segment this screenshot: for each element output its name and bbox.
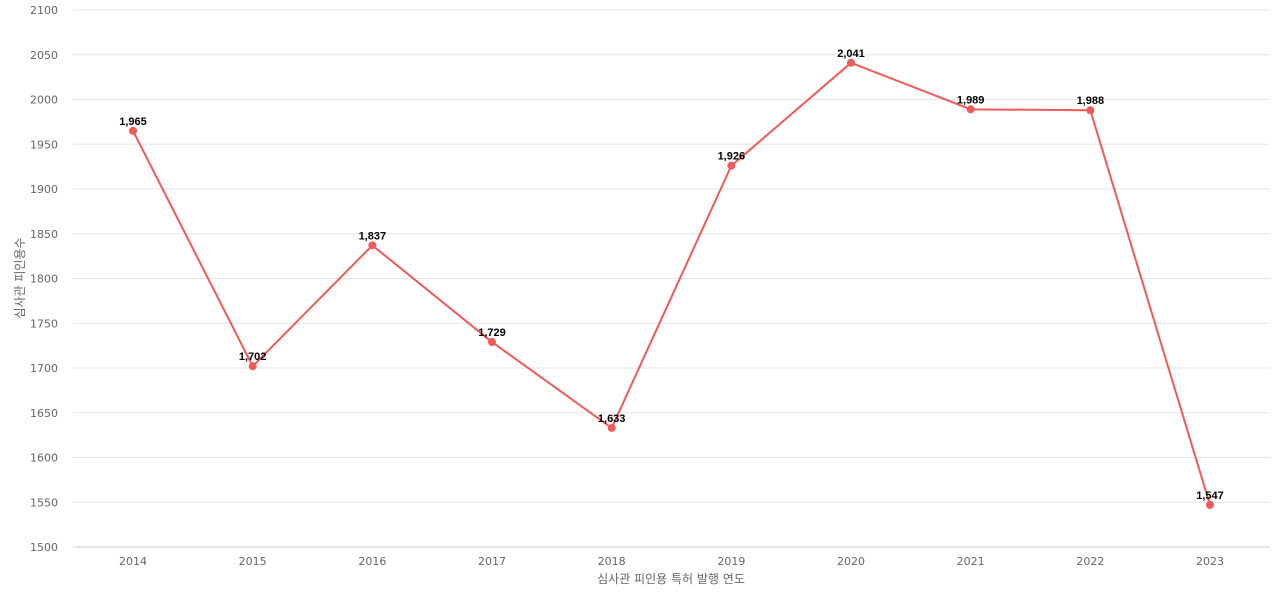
data-point[interactable] bbox=[248, 362, 257, 371]
y-tick-label: 1700 bbox=[30, 362, 58, 375]
y-tick-label: 2050 bbox=[30, 49, 58, 62]
y-tick-label: 1650 bbox=[30, 407, 58, 420]
x-tick-label: 2021 bbox=[957, 555, 985, 568]
data-point[interactable] bbox=[129, 126, 137, 135]
y-tick-label: 1500 bbox=[30, 541, 58, 554]
y-tick-label: 1550 bbox=[30, 496, 58, 509]
y-tick-label: 1900 bbox=[30, 183, 58, 196]
y-tick-label: 2100 bbox=[30, 4, 58, 17]
data-point[interactable] bbox=[966, 105, 975, 114]
data-labels: 1,965 1,702 1,837 1,729 1,633 1,926 2,041 1,989… bbox=[119, 48, 1224, 502]
y-tick-label: 1800 bbox=[30, 273, 58, 286]
y-tick-label: 1600 bbox=[30, 452, 58, 465]
gridlines bbox=[73, 9, 1270, 503]
series-line bbox=[132, 61, 1211, 506]
data-label: 1,633 bbox=[598, 413, 626, 425]
data-label: 1,547 bbox=[1196, 490, 1224, 502]
data-point[interactable] bbox=[368, 241, 377, 250]
y-tick-label: 1950 bbox=[30, 138, 58, 151]
y-axis-title: 심사관 피인용수 bbox=[13, 237, 27, 318]
data-label: 1,926 bbox=[718, 151, 746, 163]
data-label: 1,729 bbox=[478, 327, 506, 339]
data-point[interactable] bbox=[607, 423, 616, 432]
x-tick-label: 2014 bbox=[119, 555, 147, 568]
y-tick-label: 2000 bbox=[30, 94, 58, 107]
y-tick-label: 1850 bbox=[30, 228, 58, 241]
data-point[interactable] bbox=[488, 338, 496, 347]
data-point[interactable] bbox=[1206, 500, 1214, 509]
data-point[interactable] bbox=[847, 58, 855, 67]
x-tick-label: 2018 bbox=[598, 555, 626, 568]
x-tick-label: 2019 bbox=[717, 555, 745, 568]
data-point[interactable] bbox=[727, 161, 736, 170]
data-label: 1,965 bbox=[119, 116, 147, 128]
x-axis-ticks: 2014 2015 2016 2017 2018 2019 2020 2021 2022 2023 bbox=[119, 555, 1224, 568]
y-tick-label: 1750 bbox=[30, 317, 58, 330]
x-tick-label: 2015 bbox=[239, 555, 267, 568]
x-tick-label: 2016 bbox=[358, 555, 386, 568]
data-point[interactable] bbox=[1086, 106, 1095, 115]
x-tick-label: 2023 bbox=[1196, 555, 1224, 568]
x-tick-label: 2022 bbox=[1076, 555, 1104, 568]
data-label: 1,837 bbox=[359, 230, 387, 242]
data-label: 1,989 bbox=[957, 94, 985, 106]
series-layer bbox=[129, 58, 1214, 509]
data-label: 1,702 bbox=[239, 351, 267, 363]
x-tick-label: 2017 bbox=[478, 555, 506, 568]
x-axis-title: 심사관 피인용 특허 발행 연도 bbox=[597, 571, 745, 586]
data-label: 2,041 bbox=[837, 48, 865, 60]
y-axis-ticks: 1500 1550 1600 1650 1700 1750 1800 1850 1900 1950… bbox=[30, 4, 58, 554]
x-tick-label: 2020 bbox=[837, 555, 865, 568]
data-label: 1,988 bbox=[1077, 95, 1105, 107]
